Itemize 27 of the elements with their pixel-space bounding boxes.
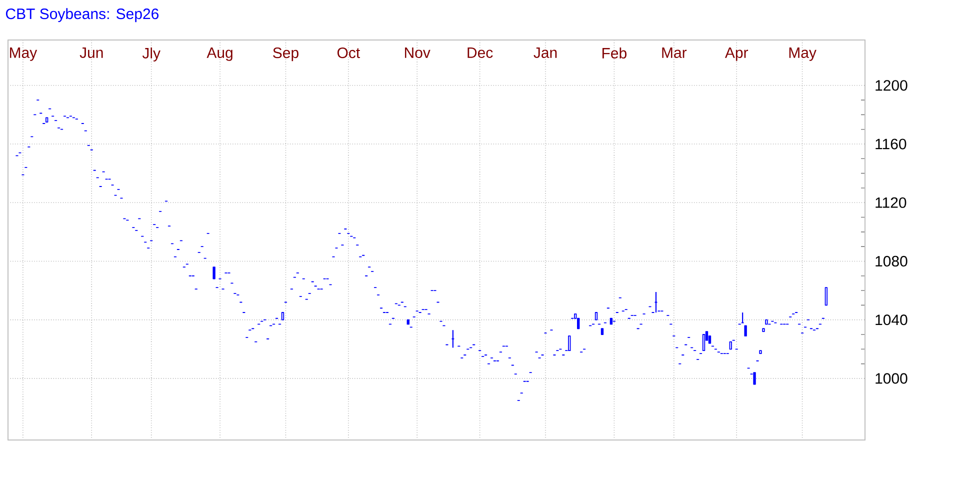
y-tick-label: 1200 bbox=[876, 80, 908, 91]
x-tick-label: Dec bbox=[468, 48, 493, 58]
y-tick-label: 1160 bbox=[876, 138, 906, 150]
candlestick bbox=[702, 334, 706, 352]
candlestick bbox=[577, 318, 580, 330]
y-tick-label: 1080 bbox=[876, 256, 908, 267]
candlestick bbox=[568, 336, 571, 352]
candlestick bbox=[212, 266, 216, 280]
x-tick-label: May bbox=[10, 48, 38, 61]
x-tick-label: Feb bbox=[602, 47, 626, 59]
x-tick-label: Jun bbox=[80, 48, 103, 58]
x-tick-label: Aug bbox=[206, 48, 232, 61]
x-tick-label: Sep bbox=[273, 48, 298, 62]
x-tick-label: Oct bbox=[337, 48, 360, 58]
x-tick-label: Nov bbox=[404, 48, 430, 58]
x-tick-label: May bbox=[789, 48, 816, 61]
y-tick-label: 1000 bbox=[876, 373, 908, 384]
candlestick bbox=[824, 287, 828, 306]
x-tick-label: Jly bbox=[142, 47, 160, 62]
x-tick-label: Jan bbox=[534, 48, 557, 58]
y-tick-label: 1040 bbox=[876, 314, 908, 326]
chart-title: CBT Soybeans: Sep26 bbox=[6, 8, 159, 22]
candlestick bbox=[753, 372, 756, 385]
x-tick-label: Mar bbox=[662, 48, 687, 58]
y-tick-label: 1120 bbox=[876, 197, 906, 208]
candlestick bbox=[744, 325, 747, 336]
x-tick-label: Apr bbox=[724, 48, 748, 61]
